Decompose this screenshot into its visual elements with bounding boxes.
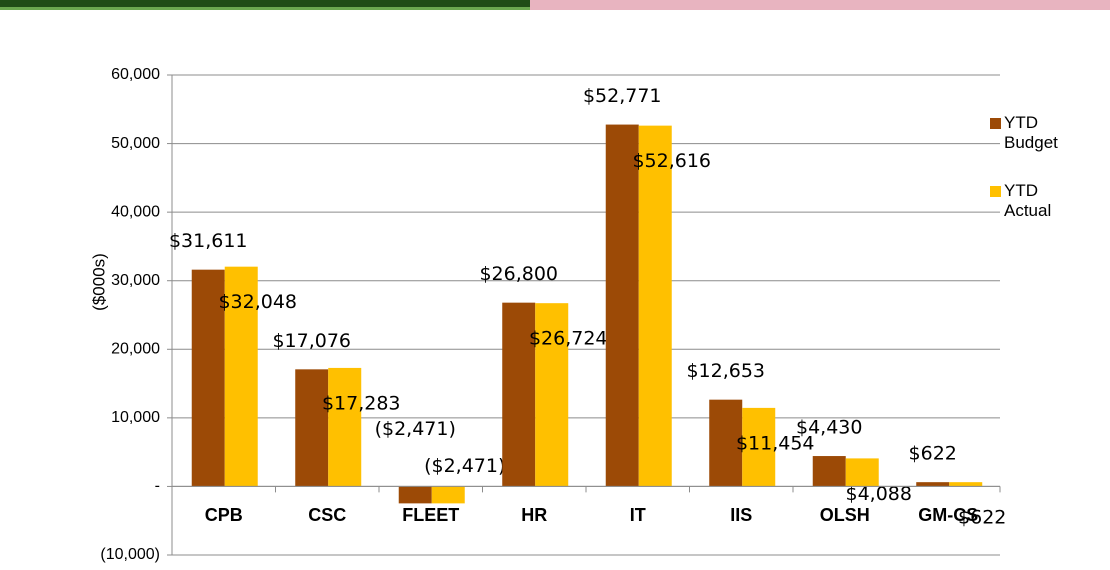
y-tick-label: 30,000 bbox=[111, 272, 160, 289]
data-label: $4,088 bbox=[845, 483, 911, 505]
bar bbox=[191, 269, 225, 487]
data-label: $52,616 bbox=[632, 150, 711, 172]
data-label: ($2,471) bbox=[424, 455, 505, 477]
bar bbox=[328, 367, 362, 487]
y-tick-label: 60,000 bbox=[111, 66, 160, 83]
data-label: $52,771 bbox=[583, 85, 662, 107]
bar bbox=[916, 482, 950, 487]
data-label: $4,430 bbox=[796, 417, 862, 439]
data-label: $32,048 bbox=[218, 291, 297, 313]
data-label: $622 bbox=[909, 443, 957, 465]
bar bbox=[431, 486, 465, 504]
legend-swatch bbox=[990, 118, 1001, 129]
x-tick-label: IT bbox=[630, 505, 646, 525]
bar bbox=[224, 266, 258, 487]
data-label: $12,653 bbox=[686, 360, 765, 382]
bar bbox=[605, 124, 639, 487]
data-label: ($2,471) bbox=[375, 418, 456, 440]
y-tick-label: 10,000 bbox=[111, 409, 160, 426]
bar bbox=[742, 407, 776, 487]
legend-swatch bbox=[990, 186, 1001, 197]
y-axis-label: ($000s) bbox=[89, 253, 108, 311]
bar bbox=[398, 486, 432, 504]
header-strip bbox=[0, 7, 530, 10]
bar bbox=[638, 125, 672, 487]
data-label: $26,800 bbox=[479, 263, 558, 285]
data-label: $622 bbox=[958, 507, 1006, 529]
y-tick-label: 20,000 bbox=[111, 341, 160, 358]
x-tick-label: HR bbox=[521, 505, 547, 525]
data-label: $17,076 bbox=[272, 330, 351, 352]
bar bbox=[949, 482, 983, 487]
x-tick-label: CPB bbox=[205, 505, 243, 525]
bar bbox=[709, 399, 743, 487]
y-tick-label: 50,000 bbox=[111, 135, 160, 152]
header-strip bbox=[0, 0, 530, 7]
x-tick-label: FLEET bbox=[402, 505, 459, 525]
legend-label: YTD Actual bbox=[1004, 181, 1052, 220]
data-label: $31,611 bbox=[169, 230, 248, 252]
bar bbox=[502, 302, 536, 487]
bar bbox=[295, 369, 329, 487]
data-label: $26,724 bbox=[529, 328, 608, 350]
y-tick-label: (10,000) bbox=[100, 546, 160, 563]
data-label: $17,283 bbox=[322, 392, 401, 414]
legend-label: YTD Budget bbox=[1004, 113, 1058, 152]
y-tick-label: 40,000 bbox=[111, 203, 160, 220]
header-strip bbox=[530, 0, 1110, 10]
bar bbox=[845, 458, 879, 487]
x-tick-label: OLSH bbox=[820, 505, 870, 525]
x-tick-label: IIS bbox=[730, 505, 752, 525]
x-tick-label: CSC bbox=[308, 505, 346, 525]
x-tick-label: GM-CS bbox=[918, 505, 978, 525]
y-tick-label: - bbox=[155, 478, 160, 495]
bar bbox=[535, 303, 569, 487]
data-label: $11,454 bbox=[736, 432, 815, 454]
bar bbox=[812, 456, 846, 487]
